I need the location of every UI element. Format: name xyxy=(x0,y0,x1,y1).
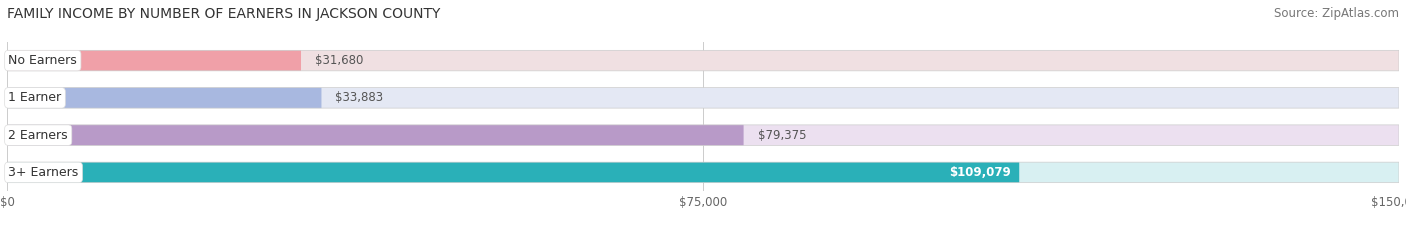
FancyBboxPatch shape xyxy=(7,88,1399,108)
FancyBboxPatch shape xyxy=(7,162,1019,183)
Text: No Earners: No Earners xyxy=(8,54,77,67)
Text: $79,375: $79,375 xyxy=(758,129,806,142)
FancyBboxPatch shape xyxy=(7,125,744,145)
FancyBboxPatch shape xyxy=(7,125,1399,145)
Text: $31,680: $31,680 xyxy=(315,54,363,67)
FancyBboxPatch shape xyxy=(7,50,301,71)
Text: $109,079: $109,079 xyxy=(949,166,1011,179)
Text: Source: ZipAtlas.com: Source: ZipAtlas.com xyxy=(1274,7,1399,20)
Text: 1 Earner: 1 Earner xyxy=(8,91,62,104)
FancyBboxPatch shape xyxy=(7,50,1399,71)
FancyBboxPatch shape xyxy=(7,162,1399,183)
Text: FAMILY INCOME BY NUMBER OF EARNERS IN JACKSON COUNTY: FAMILY INCOME BY NUMBER OF EARNERS IN JA… xyxy=(7,7,440,21)
Text: $33,883: $33,883 xyxy=(336,91,384,104)
Text: 3+ Earners: 3+ Earners xyxy=(8,166,79,179)
FancyBboxPatch shape xyxy=(7,88,322,108)
Text: 2 Earners: 2 Earners xyxy=(8,129,67,142)
